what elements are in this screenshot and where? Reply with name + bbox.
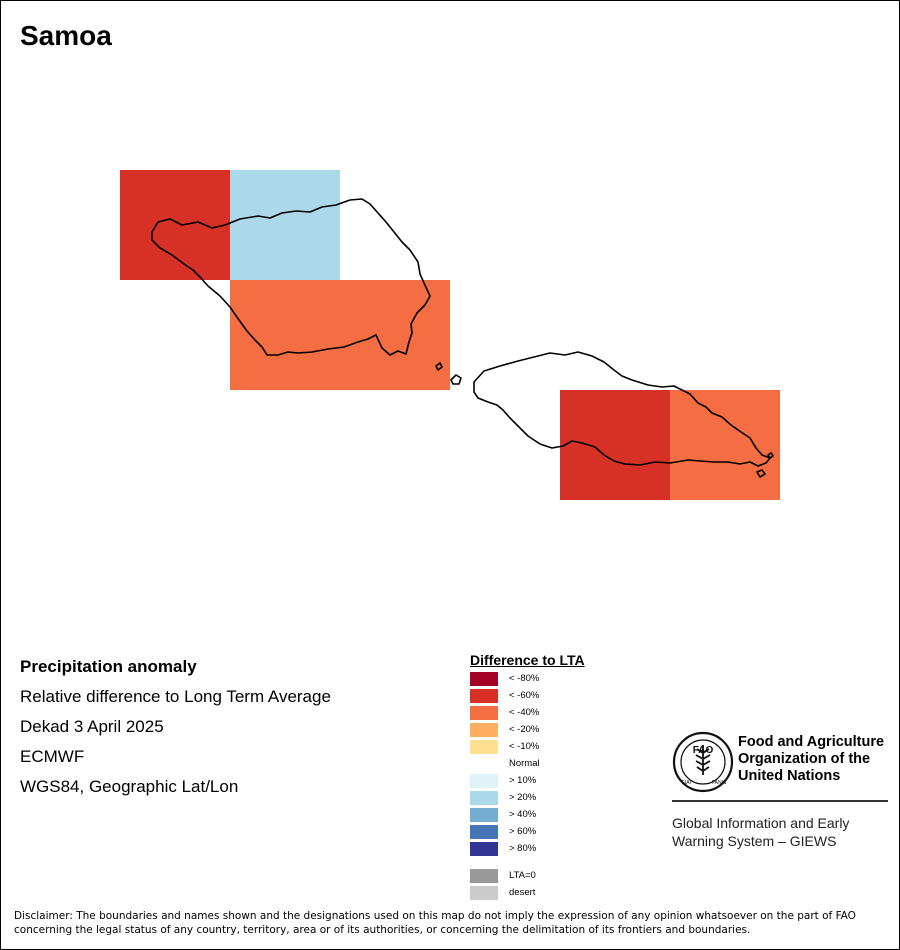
map-canvas [120,170,780,500]
legend: Difference to LTA < -80% < -60% < -40% <… [470,652,630,900]
grid-cell-savaii-northeast [230,170,340,280]
map-subject-heading: Precipitation anomaly [20,657,197,676]
legend-swatch [470,723,498,737]
legend-label: > 60% [509,826,537,837]
legend-label: > 40% [509,809,537,820]
legend-label: > 80% [509,843,537,854]
fao-motto-right: PANIS [712,780,727,786]
legend-swatch [470,825,498,839]
nuutele-islet-outline [756,469,766,478]
grid-cell-savaii-south [230,280,450,390]
map-title: Samoa [20,20,112,51]
grid-cell-savaii-west [120,170,230,280]
legend-label: < -10% [509,741,540,752]
legend-label: desert [509,887,536,898]
manono-islet-outline [435,362,443,371]
savaii-island-outline [151,198,431,356]
legend-label: < -40% [509,707,540,718]
giews-name-line: Warning System – GIEWS [672,833,837,849]
fao-emblem-text: FAO [693,745,714,756]
grid-cell-upolu-east [670,390,780,500]
grid-cell-upolu-west [560,390,670,500]
disclaimer-text: Disclaimer: The boundaries and names sho… [14,910,856,936]
map-info-source: ECMWF [20,747,85,766]
legend-swatch [470,808,498,822]
apolima-islet-outline [450,374,462,385]
upolu-island-outline [473,351,771,467]
anomaly-grid [120,170,780,500]
fanuatapu-islet-outline [767,452,774,459]
legend-label: > 20% [509,792,537,803]
legend-swatch [470,842,498,856]
map-info-measure: Relative difference to Long Term Average [20,687,331,706]
legend-swatch [470,886,498,900]
logo-divider [672,800,888,802]
map-info-projection: WGS84, Geographic Lat/Lon [20,777,239,796]
legend-swatch [470,689,498,703]
fao-emblem: FAO FIAT PANIS [672,731,734,793]
legend-label: LTA=0 [509,870,536,881]
legend-swatch [470,740,498,754]
legend-label: Normal [509,758,540,769]
legend-label: < -80% [509,673,540,684]
legend-label: > 10% [509,775,537,786]
fao-name-line: United Nations [738,768,841,784]
legend-label: < -60% [509,690,540,701]
fao-organization-name: Food and Agriculture Organization of the… [738,734,884,785]
fao-name-line: Organization of the [738,751,871,767]
legend-swatch [470,869,498,883]
legend-swatch [470,791,498,805]
legend-swatch [470,757,498,771]
giews-program-name: Global Information and Early Warning Sys… [672,814,849,850]
giews-name-line: Global Information and Early [672,815,850,831]
fao-motto-left: FIAT [682,780,692,786]
map-info-period: Dekad 3 April 2025 [20,717,164,736]
legend-label: < -20% [509,724,540,735]
legend-title: Difference to LTA [470,652,585,668]
legend-swatch [470,774,498,788]
legend-swatch [470,706,498,720]
fao-name-line: Food and Agriculture [738,734,885,750]
legend-swatch [470,672,498,686]
